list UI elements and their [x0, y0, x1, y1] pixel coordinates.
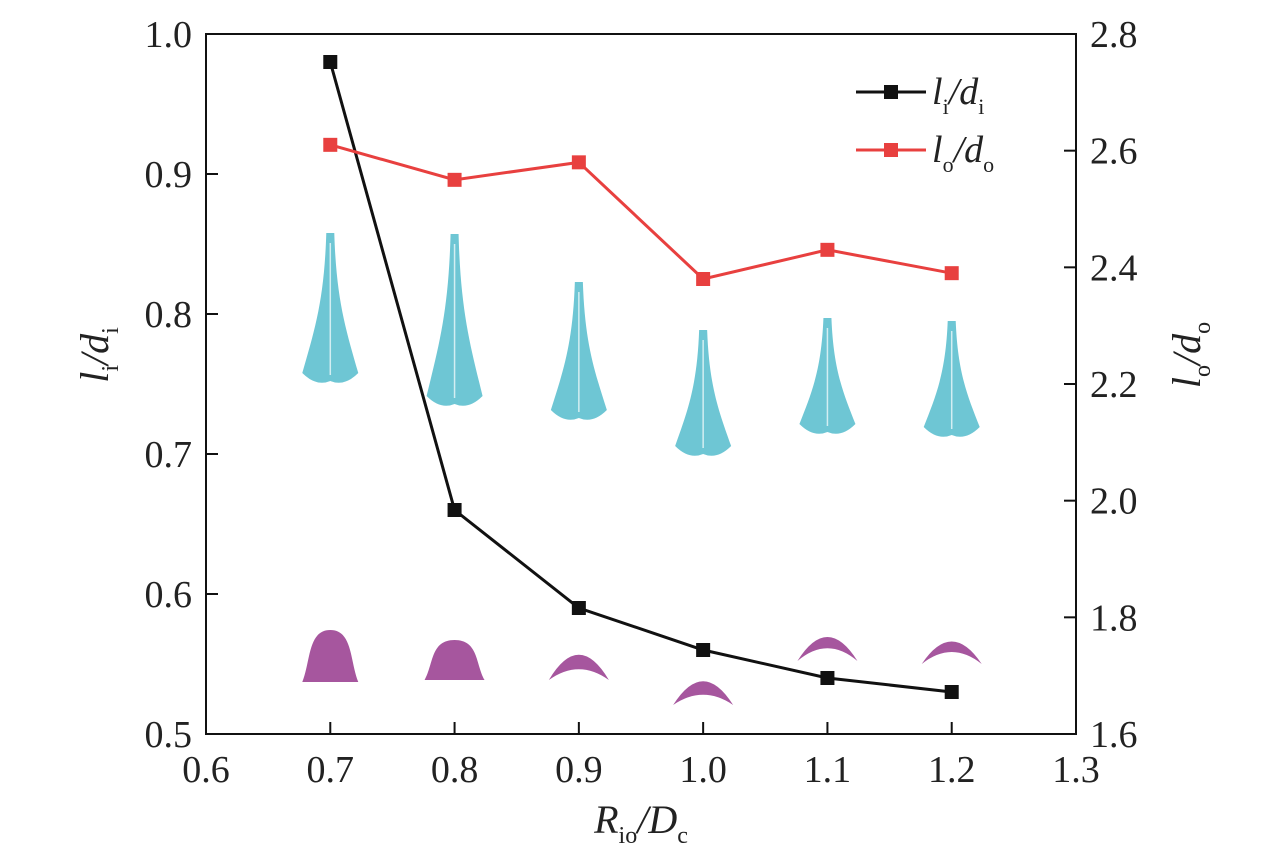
outer-droplet-image	[797, 637, 858, 661]
x-tick-label: 1.2	[928, 749, 976, 791]
x-tick-label: 1.1	[804, 749, 852, 791]
data-point	[323, 137, 338, 152]
data-point	[571, 601, 586, 615]
outer-droplet-image	[548, 654, 609, 680]
outer-droplet-image	[921, 641, 982, 664]
outer-droplet-image	[302, 630, 359, 682]
legend-marker-lo-do	[884, 143, 898, 157]
series-line	[329, 143, 952, 281]
left-y-tick-label: 0.7	[145, 434, 193, 476]
x-tick-label: 0.9	[555, 749, 603, 791]
outer-droplet-image	[673, 681, 734, 705]
x-tick-label: 1.0	[679, 749, 727, 791]
data-point	[696, 643, 711, 657]
x-tick-label: 0.8	[431, 749, 479, 791]
left-y-tick-label: 0.8	[145, 294, 193, 336]
legend-item-li-di: li/di	[856, 71, 984, 119]
data-point	[820, 242, 835, 257]
series-layer	[323, 55, 959, 699]
right-y-tick-label: 2.6	[1090, 131, 1138, 173]
data-point	[820, 671, 835, 685]
data-point	[696, 272, 711, 286]
legend: li/di lo/do	[856, 71, 994, 177]
data-point	[944, 266, 959, 281]
right-y-axis: 1.6 1.8 2.0 2.2 2.4 2.6 2.8	[1064, 14, 1138, 756]
x-tick-label: 0.7	[307, 749, 355, 791]
data-point	[323, 55, 338, 69]
right-y-tick-label: 1.8	[1090, 597, 1138, 639]
x-tick-label: 0.6	[182, 749, 230, 791]
x-tick-label: 1.3	[1052, 749, 1100, 791]
left-y-tick-label: 0.6	[145, 574, 193, 616]
data-point	[447, 172, 462, 187]
right-y-tick-label: 2.0	[1090, 481, 1138, 523]
data-point	[571, 155, 586, 170]
legend-item-lo-do: lo/do	[856, 129, 994, 177]
right-y-tick-label: 1.6	[1090, 714, 1138, 756]
left-y-axis: 0.5 0.6 0.7 0.8 0.9 1.0	[145, 14, 218, 756]
left-y-tick-label: 0.5	[145, 714, 193, 756]
legend-label-lo-do: lo/do	[932, 129, 994, 177]
right-y-axis-label: lo/do	[1164, 322, 1216, 388]
series-line	[328, 61, 952, 694]
right-y-tick-label: 2.2	[1090, 364, 1138, 406]
legend-label-li-di: li/di	[932, 71, 984, 119]
droplet-images	[302, 233, 982, 705]
right-y-tick-label: 2.8	[1090, 14, 1138, 56]
data-point	[447, 503, 462, 517]
data-point	[944, 685, 959, 699]
right-y-tick-label: 2.4	[1090, 247, 1138, 289]
left-y-axis-label: li/di	[72, 327, 124, 383]
left-y-tick-label: 1.0	[145, 14, 193, 56]
legend-marker-li-di	[884, 85, 898, 99]
left-y-tick-label: 0.9	[145, 154, 193, 196]
x-axis: 0.6 0.7 0.8 0.9 1.0 1.1 1.2 1.3	[182, 722, 1100, 791]
x-axis-label: Rio/Dc	[593, 797, 688, 844]
outer-droplet-image	[424, 640, 485, 680]
